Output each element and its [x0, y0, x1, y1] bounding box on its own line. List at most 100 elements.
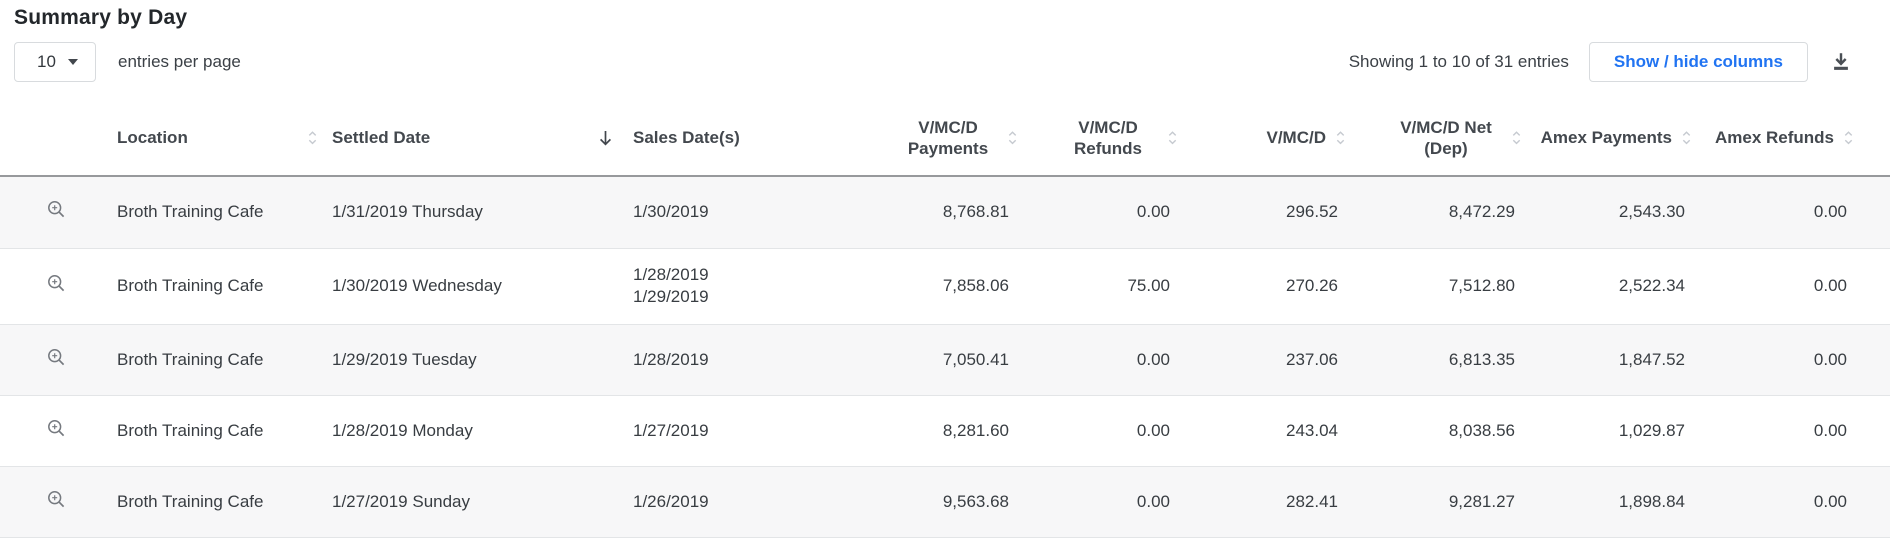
amex-refunds-cell: 0.00: [1813, 491, 1847, 511]
sales-dates-cell: 1/27/2019: [633, 420, 709, 440]
sort-chevrons-icon: [1511, 129, 1522, 147]
settled-date-cell: 1/31/2019 Thursday: [332, 202, 483, 222]
show-hide-columns-button[interactable]: Show / hide columns: [1588, 42, 1808, 82]
table-actions: Showing 1 to 10 of 31 entries Show / hid…: [1349, 42, 1854, 82]
column-label: Sales Date(s): [633, 127, 740, 147]
summary-by-day-table: Location Settled Date: [0, 100, 1890, 538]
settled-date-cell: 1/27/2019 Sunday: [332, 491, 471, 511]
sort-chevrons-icon: [1843, 129, 1854, 147]
vmcd-cell: 282.41: [1286, 491, 1338, 511]
sort-chevrons-icon: [1681, 129, 1692, 147]
vmcd-net-dep-cell: 9,281.27: [1448, 491, 1515, 511]
sort-chevrons-icon: [1335, 129, 1346, 147]
vmcd-cell: 237.06: [1286, 349, 1338, 369]
vmcd-refunds-cell: 0.00: [1136, 420, 1170, 440]
amex-refunds-cell: 0.00: [1813, 202, 1847, 222]
entries-per-page-label: entries per page: [118, 52, 241, 71]
column-label: Amex Payments: [1540, 127, 1672, 147]
column-header-vmcd-refunds[interactable]: V/MC/D Refunds: [1020, 100, 1180, 176]
row-zoom-button[interactable]: [46, 273, 67, 297]
column-label: V/MC/D Refunds: [1074, 117, 1142, 158]
settled-date-cell: 1/29/2019 Tuesday: [332, 349, 477, 369]
table-row: Broth Training Cafe 1/30/2019 Wednesday …: [0, 248, 1890, 324]
vmcd-refunds-cell: 0.00: [1136, 491, 1170, 511]
sort-chevrons-icon: [1167, 129, 1178, 147]
column-header-vmcd[interactable]: V/MC/D: [1180, 100, 1348, 176]
vmcd-net-dep-cell: 6,813.35: [1448, 349, 1515, 369]
entries-per-page-value: 10: [37, 52, 56, 71]
vmcd-cell: 243.04: [1286, 420, 1338, 440]
vmcd-net-dep-cell: 8,038.56: [1448, 420, 1515, 440]
amex-payments-cell: 1,029.87: [1618, 420, 1685, 440]
vmcd-cell: 270.26: [1286, 276, 1338, 295]
table-row: Broth Training Cafe 1/31/2019 Thursday 1…: [0, 176, 1890, 248]
location-cell: Broth Training Cafe: [117, 202, 264, 222]
zoom-in-magnifier-icon: [46, 418, 67, 442]
row-zoom-button[interactable]: [46, 489, 67, 513]
table-row: Broth Training Cafe 1/27/2019 Sunday 1/2…: [0, 466, 1890, 537]
amex-payments-cell: 1,847.52: [1618, 349, 1685, 369]
location-cell: Broth Training Cafe: [117, 420, 264, 440]
settled-date-cell: 1/28/2019 Monday: [332, 420, 473, 440]
amex-payments-cell: 2,543.30: [1618, 202, 1685, 222]
zoom-in-magnifier-icon: [46, 199, 67, 223]
column-label: Location: [117, 127, 188, 147]
amex-refunds-cell: 0.00: [1813, 349, 1847, 369]
vmcd-net-dep-cell: 8,472.29: [1448, 202, 1515, 222]
download-icon: [1831, 51, 1851, 74]
location-cell: Broth Training Cafe: [117, 349, 264, 369]
column-header-vmcd-payments[interactable]: V/MC/D Payments: [780, 100, 1020, 176]
settled-date-cell: 1/30/2019 Wednesday: [332, 276, 502, 295]
vmcd-refunds-cell: 0.00: [1136, 202, 1170, 222]
sort-chevrons-icon: [1007, 129, 1018, 147]
amex-payments-cell: 1,898.84: [1618, 491, 1685, 511]
page-title: Summary by Day: [14, 6, 188, 29]
location-cell: Broth Training Cafe: [117, 491, 264, 511]
amex-payments-cell: 2,522.34: [1618, 276, 1685, 295]
zoom-in-magnifier-icon: [46, 489, 67, 513]
location-cell: Broth Training Cafe: [117, 276, 264, 295]
table-row: Broth Training Cafe 1/28/2019 Monday 1/2…: [0, 395, 1890, 466]
vmcd-payments-cell: 9,563.68: [942, 491, 1009, 511]
table-header-row: Location Settled Date: [0, 100, 1890, 176]
column-header-zoom: [0, 100, 80, 176]
vmcd-refunds-cell: 0.00: [1136, 349, 1170, 369]
column-label: Settled Date: [332, 127, 431, 147]
sales-dates-cell: 1/28/2019 1/29/2019: [633, 265, 709, 306]
zoom-in-magnifier-icon: [46, 347, 67, 371]
zoom-in-magnifier-icon: [46, 273, 67, 297]
amex-refunds-cell: 0.00: [1813, 276, 1847, 295]
vmcd-payments-cell: 8,768.81: [942, 202, 1009, 222]
column-header-sales-dates: Sales Date(s): [620, 100, 780, 176]
table-row: Broth Training Cafe 1/29/2019 Tuesday 1/…: [0, 324, 1890, 395]
download-button[interactable]: [1828, 49, 1854, 75]
vmcd-cell: 296.52: [1286, 202, 1338, 222]
vmcd-payments-cell: 8,281.60: [942, 420, 1009, 440]
entries-per-page-select[interactable]: 10: [14, 42, 96, 82]
amex-refunds-cell: 0.00: [1813, 420, 1847, 440]
column-label: V/MC/D Payments: [907, 117, 989, 158]
vmcd-payments-cell: 7,050.41: [942, 349, 1009, 369]
column-header-amex-refunds[interactable]: Amex Refunds: [1694, 100, 1856, 176]
sorted-descending-arrow-icon: [597, 128, 614, 148]
pagination-size-controls: 10 entries per page: [14, 42, 241, 82]
caret-down-icon: [67, 59, 78, 65]
sales-dates-cell: 1/28/2019: [633, 349, 709, 369]
sales-dates-cell: 1/30/2019: [633, 202, 709, 222]
column-label: V/MC/D: [1266, 127, 1327, 147]
vmcd-payments-cell: 7,858.06: [942, 276, 1009, 295]
column-header-vmcd-net-dep[interactable]: V/MC/D Net (Dep): [1348, 100, 1524, 176]
column-header-spacer: [1856, 100, 1890, 176]
column-header-settled-date[interactable]: Settled Date: [330, 100, 620, 176]
column-header-amex-payments[interactable]: Amex Payments: [1524, 100, 1694, 176]
row-zoom-button[interactable]: [46, 347, 67, 371]
sales-dates-cell: 1/26/2019: [633, 491, 709, 511]
table-controls: 10 entries per page Showing 1 to 10 of 3…: [14, 42, 1854, 82]
vmcd-refunds-cell: 75.00: [1127, 276, 1170, 295]
column-label: Amex Refunds: [1714, 127, 1834, 147]
row-zoom-button[interactable]: [46, 418, 67, 442]
column-header-location[interactable]: Location: [80, 100, 330, 176]
column-label: V/MC/D Net (Dep): [1400, 117, 1492, 158]
row-zoom-button[interactable]: [46, 199, 67, 223]
